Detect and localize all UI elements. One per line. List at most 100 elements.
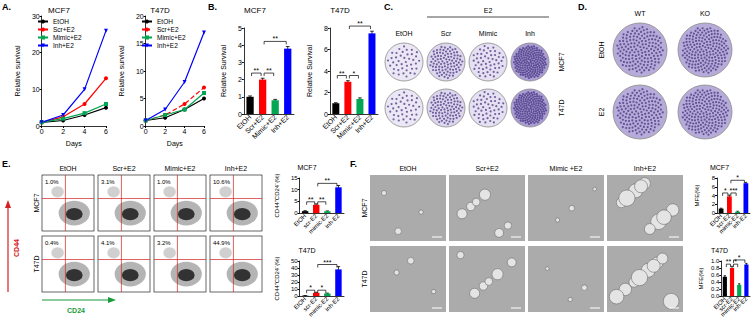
svg-text:D.: D. [578,2,587,12]
svg-text:E2: E2 [484,7,493,14]
svg-text:*: * [738,254,741,261]
svg-text:Scr: Scr [441,30,452,37]
svg-text:2: 2 [163,128,167,135]
svg-text:**: ** [357,20,363,27]
svg-text:MCF7: MCF7 [244,6,266,15]
svg-text:MCF7: MCF7 [33,193,40,212]
svg-text:Mimic +E2: Mimic +E2 [550,165,583,172]
svg-text:C.: C. [384,2,393,12]
svg-text:T47D: T47D [150,6,170,15]
svg-text:*: * [309,284,312,291]
svg-text:WT: WT [635,10,647,17]
svg-text:**: ** [319,196,325,203]
svg-text:4: 4 [238,42,242,49]
svg-text:CD44: CD44 [13,239,20,257]
svg-text:**: ** [339,70,345,77]
svg-text:4: 4 [324,68,328,75]
svg-text:10: 10 [291,187,298,193]
svg-text:MCF7: MCF7 [297,164,316,171]
svg-text:inh-E2: inh-E2 [324,212,341,229]
svg-text:5: 5 [294,198,298,204]
svg-text:4: 4 [712,193,716,199]
svg-text:**: ** [254,67,260,74]
svg-text:KO: KO [700,10,711,17]
svg-text:*: * [320,284,323,291]
svg-text:inh-E2: inh-E2 [324,295,341,312]
svg-text:***: *** [729,187,737,194]
svg-text:44.9%: 44.9% [213,240,231,246]
svg-text:5: 5 [140,95,144,102]
svg-text:4: 4 [83,128,87,135]
svg-text:20: 20 [291,279,298,285]
svg-text:0.8: 0.8 [711,265,720,271]
svg-text:Relative Survival: Relative Survival [220,44,227,97]
svg-text:T47D: T47D [361,270,368,287]
svg-text:2: 2 [324,89,328,96]
svg-text:10: 10 [136,68,144,75]
svg-text:Inh+E2: Inh+E2 [354,113,375,134]
svg-text:*: * [724,187,727,194]
svg-text:CD24: CD24 [67,307,85,314]
svg-text:0: 0 [712,210,716,216]
svg-text:2: 2 [238,76,242,83]
svg-text:T47D: T47D [330,6,350,15]
svg-text:T47D: T47D [711,247,728,254]
svg-text:10.6%: 10.6% [213,179,231,185]
svg-text:2: 2 [61,128,65,135]
svg-text:**: ** [266,67,272,74]
svg-text:30: 30 [32,13,40,20]
svg-text:0: 0 [294,293,298,299]
svg-text:MFE(%): MFE(%) [694,185,700,207]
svg-text:Inh+E2: Inh+E2 [269,113,290,134]
svg-text:Scr+E2: Scr+E2 [157,26,179,33]
svg-text:MCF7: MCF7 [361,198,368,217]
svg-text:20: 20 [32,49,40,56]
svg-text:MCF7: MCF7 [710,164,729,171]
svg-text:A.: A. [2,2,11,12]
svg-text:CD44⁺CD24⁻(%): CD44⁺CD24⁻(%) [274,173,280,217]
svg-text:EtOH: EtOH [598,41,605,58]
svg-text:Days: Days [167,140,183,148]
svg-text:15: 15 [291,175,298,181]
svg-text:EtOH: EtOH [395,30,412,37]
svg-text:Mimic: Mimic [479,30,498,37]
svg-text:Scr+E2: Scr+E2 [53,26,75,33]
svg-text:8: 8 [324,25,328,32]
svg-text:MCF7: MCF7 [48,6,70,15]
svg-text:3: 3 [238,59,242,66]
svg-text:0.4%: 0.4% [45,240,59,246]
svg-text:8: 8 [712,175,716,181]
svg-text:3.2%: 3.2% [157,240,171,246]
svg-text:EtOH: EtOH [157,18,173,25]
svg-text:*: * [736,174,739,181]
svg-text:40: 40 [291,265,298,271]
svg-text:Relative survival: Relative survival [14,45,21,96]
svg-text:**: ** [272,35,278,42]
svg-text:0.4: 0.4 [711,279,720,285]
svg-text:EtOH: EtOH [59,165,76,172]
svg-text:0.0: 0.0 [711,293,720,299]
svg-text:1.0%: 1.0% [157,179,171,185]
svg-text:Inh+E2: Inh+E2 [225,165,247,172]
svg-text:E2: E2 [598,108,605,117]
svg-text:0: 0 [294,210,298,216]
svg-text:Scr+E2: Scr+E2 [112,165,135,172]
svg-text:F.: F. [350,159,357,169]
svg-text:10: 10 [291,286,298,292]
svg-text:MCF7: MCF7 [558,52,565,71]
svg-text:6: 6 [202,128,206,135]
svg-text:T47D: T47D [558,99,565,116]
svg-text:CD44⁺CD24⁻(%): CD44⁺CD24⁻(%) [274,256,280,300]
svg-text:inh-E2: inh-E2 [732,295,749,312]
svg-text:Mimic+E2: Mimic+E2 [53,34,82,41]
svg-text:1.0%: 1.0% [45,179,59,185]
svg-text:***: *** [323,259,331,266]
svg-text:T47D: T47D [298,247,315,254]
svg-text:Scr+E2: Scr+E2 [475,165,498,172]
svg-text:2: 2 [712,201,716,207]
svg-text:6: 6 [104,128,108,135]
svg-text:Mimic+E2: Mimic+E2 [165,165,196,172]
svg-text:**: ** [726,258,732,265]
svg-text:4.1%: 4.1% [101,240,115,246]
svg-text:3.1%: 3.1% [101,179,115,185]
